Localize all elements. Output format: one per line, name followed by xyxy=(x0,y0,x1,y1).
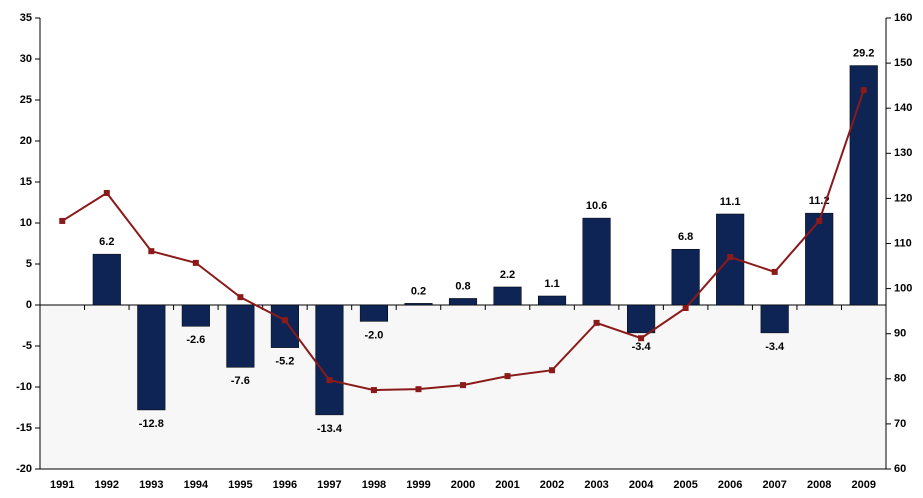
data-label: 2.2 xyxy=(500,269,515,281)
line-marker xyxy=(771,268,778,275)
data-label: -3.4 xyxy=(765,341,785,353)
data-label: -3.4 xyxy=(632,341,652,353)
line-marker xyxy=(237,294,244,301)
bar xyxy=(537,295,567,306)
bar xyxy=(137,304,166,411)
data-label: 6.2 xyxy=(99,236,114,248)
y2-tick-label: 120 xyxy=(894,192,912,204)
x-tick-label: 1993 xyxy=(139,479,163,491)
data-label: -13.4 xyxy=(317,423,343,435)
y-tick-label: 5 xyxy=(26,258,32,270)
x-tick-label: 1999 xyxy=(406,479,430,491)
x-tick-label: 1994 xyxy=(184,479,209,491)
y-tick-label: 35 xyxy=(20,12,32,24)
bar xyxy=(359,304,389,322)
y2-tick-label: 70 xyxy=(894,418,906,430)
y-tick-label: -15 xyxy=(16,422,32,434)
bar xyxy=(671,248,700,306)
bar xyxy=(582,217,611,306)
line-marker xyxy=(549,367,556,374)
x-tick-label: 1998 xyxy=(362,479,386,491)
bar xyxy=(448,298,478,306)
y-tick-label: -20 xyxy=(16,463,32,475)
x-tick-label: 2006 xyxy=(718,479,742,491)
y-tick-label: 15 xyxy=(20,176,32,188)
data-label: -7.6 xyxy=(231,375,250,387)
x-tick-label: 2009 xyxy=(851,479,875,491)
bar xyxy=(849,65,878,306)
line-marker xyxy=(415,386,422,393)
y2-tick-label: 90 xyxy=(894,328,906,340)
data-label: -2.6 xyxy=(186,334,205,346)
line-marker xyxy=(148,248,155,255)
data-label: 29.2 xyxy=(853,47,874,59)
x-tick-label: 2001 xyxy=(495,479,519,491)
y-tick-label: -5 xyxy=(22,340,32,352)
line-marker xyxy=(682,304,689,311)
line-marker xyxy=(326,377,333,384)
y2-tick-label: 100 xyxy=(894,283,912,295)
data-label: -12.8 xyxy=(139,418,164,430)
bar xyxy=(627,304,656,334)
bar xyxy=(404,303,433,306)
data-label: -5.2 xyxy=(275,356,294,368)
x-tick-label: 1992 xyxy=(95,479,119,491)
bar xyxy=(92,253,121,306)
line-marker xyxy=(460,382,466,389)
x-tick-label: 2000 xyxy=(451,479,475,491)
bar xyxy=(181,304,210,327)
data-label: 1.1 xyxy=(544,278,559,290)
bar xyxy=(226,304,255,368)
y2-tick-label: 60 xyxy=(894,463,906,475)
y2-tick-label: 140 xyxy=(894,102,912,114)
y2-tick-label: 110 xyxy=(894,237,912,249)
y-tick-label: 25 xyxy=(20,94,32,106)
y2-tick-label: 130 xyxy=(894,147,912,159)
y2-tick-label: 160 xyxy=(894,12,912,24)
line-marker xyxy=(192,259,199,266)
x-tick-label: 2002 xyxy=(540,479,564,491)
line-marker xyxy=(816,217,823,224)
bar xyxy=(270,304,299,348)
y-tick-label: 20 xyxy=(20,135,32,147)
data-label: 11.1 xyxy=(720,196,741,208)
y-tick-label: 30 xyxy=(20,53,32,65)
line-marker xyxy=(370,387,377,394)
x-tick-label: 1997 xyxy=(317,479,341,491)
x-tick-label: 2007 xyxy=(762,479,786,491)
line-marker xyxy=(504,373,511,380)
bar xyxy=(493,286,522,306)
line-marker xyxy=(593,319,600,326)
x-tick-label: 1996 xyxy=(273,479,297,491)
x-tick-label: 2003 xyxy=(584,479,608,491)
x-tick-label: 1991 xyxy=(50,479,74,491)
y2-tick-label: 80 xyxy=(894,373,906,385)
data-label: 0.2 xyxy=(411,285,426,297)
line-marker xyxy=(860,87,867,94)
y-tick-label: -10 xyxy=(16,381,32,393)
bar xyxy=(315,304,344,416)
data-label: 10.6 xyxy=(586,200,607,212)
line-marker xyxy=(638,335,645,342)
y-tick-label: 0 xyxy=(26,299,32,311)
x-tick-label: 2005 xyxy=(673,479,697,491)
bar xyxy=(760,304,789,334)
line-marker xyxy=(727,254,734,261)
bar xyxy=(805,212,834,306)
line-marker xyxy=(281,317,288,324)
x-tick-label: 1995 xyxy=(228,479,252,491)
data-label: 6.8 xyxy=(678,231,693,243)
line-marker xyxy=(59,217,66,224)
data-label: -2.0 xyxy=(364,329,383,341)
y-tick-label: 10 xyxy=(20,217,32,229)
y2-tick-label: 150 xyxy=(894,57,912,69)
x-tick-label: 2004 xyxy=(629,479,654,491)
x-tick-label: 2008 xyxy=(807,479,831,491)
line-marker xyxy=(103,189,110,196)
data-label: 0.8 xyxy=(455,280,470,292)
